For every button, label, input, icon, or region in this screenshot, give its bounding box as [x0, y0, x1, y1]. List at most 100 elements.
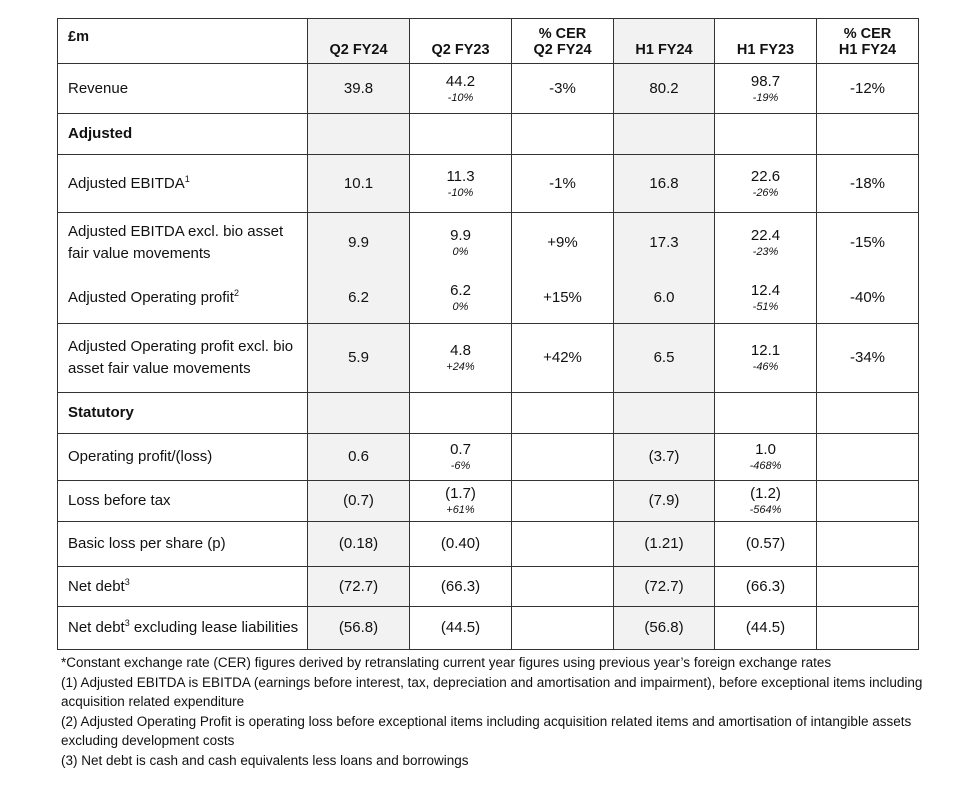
header-q2fy23: Q2 FY23: [409, 18, 512, 64]
table-row: Adjusted Operating profit excl. bio asse…: [57, 323, 919, 393]
row-label: Statutory: [57, 392, 308, 434]
cell-q2fy24: 0.6: [307, 433, 410, 481]
cell-h1fy24: [613, 392, 715, 434]
row-label: Net debt3 excluding lease liabilities: [57, 606, 308, 650]
cell-q2fy24: 39.8: [307, 63, 410, 114]
cell-q2fy23: (44.5): [409, 606, 512, 650]
footnote-ref: 2: [233, 287, 239, 298]
cell-cer_q2: -1%: [511, 154, 614, 213]
cell-cer_h1: -18%: [816, 154, 919, 213]
cell-cer_h1: -15%: [816, 212, 919, 273]
cell-q2fy23: (1.7) +61%: [409, 480, 512, 522]
cell-cer_q2: [511, 433, 614, 481]
row-label: Adjusted: [57, 113, 308, 155]
change-percent: 0%: [452, 246, 469, 259]
table-row: Adjusted: [57, 113, 919, 155]
row-label: Adjusted Operating profit excl. bio asse…: [57, 323, 308, 393]
row-label: Adjusted EBITDA1: [57, 154, 308, 213]
cell-q2fy24: (0.18): [307, 521, 410, 567]
cell-h1fy24: (1.21): [613, 521, 715, 567]
cell-cer_q2: [511, 606, 614, 650]
header-unit: £m: [57, 18, 308, 64]
change-percent: -468%: [749, 460, 782, 473]
table-row: Adjusted EBITDA1 10.1 11.3 -10% -1% 16.8 22.6-…: [57, 154, 919, 213]
footnotes: *Constant exchange rate (CER) figures de…: [61, 653, 951, 770]
footnote-2: (2) Adjusted Operating Profit is operati…: [61, 713, 912, 749]
footnote-ref: 3: [124, 618, 130, 629]
cell-q2fy23: [409, 113, 512, 155]
table-row: Net debt3 (72.7) (66.3) (72.7) (66.3): [57, 566, 919, 607]
cell-h1fy23: [714, 392, 817, 434]
change-percent: -51%: [752, 301, 779, 314]
cell-h1fy24: (72.7): [613, 566, 715, 607]
footnote-ref: 1: [184, 173, 190, 184]
header-h1fy23: H1 FY23: [714, 18, 817, 64]
table-row: Adjusted EBITDA excl. bio asset fair val…: [57, 212, 919, 273]
cell-h1fy24: 80.2: [613, 63, 715, 114]
cell-q2fy24: (0.7): [307, 480, 410, 522]
cell-q2fy24: 10.1: [307, 154, 410, 213]
cell-cer_q2: [511, 392, 614, 434]
change-percent: -6%: [450, 460, 471, 473]
cell-cer_q2: [511, 113, 614, 155]
cell-q2fy24: 5.9: [307, 323, 410, 393]
cell-h1fy23: (44.5): [714, 606, 817, 650]
cell-cer_q2: +42%: [511, 323, 614, 393]
row-label: Basic loss per share (p): [57, 521, 308, 567]
footnote-ref: 3: [124, 576, 130, 587]
cell-cer_q2: [511, 480, 614, 522]
cell-q2fy24: (56.8): [307, 606, 410, 650]
cell-cer_h1: -34%: [816, 323, 919, 393]
cell-q2fy23: 6.2 0%: [409, 272, 512, 324]
financial-summary-table: £m Q2 FY24 Q2 FY23 % CER Q2 FY24 H1 FY24 …: [57, 18, 919, 650]
table-row: Adjusted Operating profit2 6.2 6.2 0% +15% 6.…: [57, 272, 919, 324]
cell-h1fy24: 17.3: [613, 212, 715, 273]
cell-cer_q2: +15%: [511, 272, 614, 324]
cell-h1fy23: (1.2) -564%: [714, 480, 817, 522]
footnote-cer: *Constant exchange rate (CER) figures de…: [61, 655, 832, 670]
cell-q2fy24: [307, 113, 410, 155]
cell-h1fy24: 16.8: [613, 154, 715, 213]
cell-q2fy23: 44.2 -10%: [409, 63, 512, 114]
cell-q2fy23: 9.9 0%: [409, 212, 512, 273]
cell-h1fy24: (56.8): [613, 606, 715, 650]
change-percent: -46%: [752, 361, 779, 374]
cell-q2fy23: (66.3): [409, 566, 512, 607]
cell-cer_q2: [511, 566, 614, 607]
cell-h1fy23: 1.0 -468%: [714, 433, 817, 481]
cell-q2fy23: 0.7 -6%: [409, 433, 512, 481]
table-row: Revenue 39.8 44.2 -10% -3% 80.2 98.7 -19% -12%: [57, 63, 919, 114]
table-row: Loss before tax (0.7) (1.7) +61% (7.9) (1.2) -…: [57, 480, 919, 522]
header-q2fy24: Q2 FY24: [307, 18, 410, 64]
header-h1fy24: H1 FY24: [613, 18, 715, 64]
cell-cer_h1: [816, 433, 919, 481]
cell-cer_h1: [816, 566, 919, 607]
cell-h1fy24: (7.9): [613, 480, 715, 522]
change-percent: -10%: [447, 186, 474, 199]
cell-h1fy23: [714, 113, 817, 155]
change-percent: -564%: [749, 504, 782, 517]
change-percent: -23%: [752, 246, 779, 259]
cell-q2fy24: 9.9: [307, 212, 410, 273]
cell-h1fy24: 6.0: [613, 272, 715, 324]
table-row: Net debt3 excluding lease liabilities (56…: [57, 606, 919, 650]
cell-q2fy24: 6.2: [307, 272, 410, 324]
cell-cer_h1: [816, 606, 919, 650]
row-label: Operating profit/(loss): [57, 433, 308, 481]
cell-cer_h1: [816, 521, 919, 567]
cell-q2fy23: 11.3 -10%: [409, 154, 512, 213]
cell-q2fy24: [307, 392, 410, 434]
cell-h1fy23: 22.6 -26%: [714, 154, 817, 213]
cell-h1fy24: [613, 113, 715, 155]
cell-q2fy23: (0.40): [409, 521, 512, 567]
cell-q2fy23: 4.8 +24%: [409, 323, 512, 393]
table-row: Operating profit/(loss) 0.6 0.7 -6% (3.7) 1.0…: [57, 433, 919, 481]
cell-h1fy24: 6.5: [613, 323, 715, 393]
row-label: Adjusted EBITDA excl. bio asset fair val…: [57, 212, 308, 273]
change-percent: -19%: [752, 91, 779, 104]
header-row: £m Q2 FY24 Q2 FY23 % CER Q2 FY24 H1 FY24 …: [57, 18, 919, 64]
change-percent: +61%: [446, 504, 475, 517]
row-label: Adjusted Operating profit2: [57, 272, 308, 324]
cell-cer_h1: [816, 113, 919, 155]
cell-cer_h1: [816, 480, 919, 522]
